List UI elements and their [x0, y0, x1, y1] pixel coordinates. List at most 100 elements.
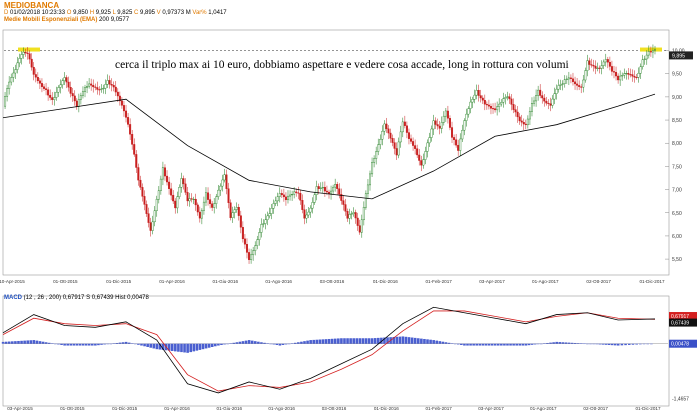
- hist-value-box: [669, 339, 697, 348]
- macd-hist-bar: [115, 342, 119, 344]
- macd-hist-bar: [87, 343, 91, 346]
- macd-hist-bar: [54, 343, 57, 345]
- price-ytick-label: 9,00: [672, 95, 682, 101]
- macd-hist-bar: [598, 343, 602, 345]
- macd-hist-bar: [490, 343, 494, 346]
- candle-body: [127, 117, 130, 125]
- candle-body: [57, 87, 60, 93]
- candle-body: [600, 65, 603, 69]
- macd-hist-bar: [161, 343, 165, 350]
- macd-hist-bar: [318, 339, 322, 344]
- price-xtick-label: 01-Dic-2015: [106, 279, 131, 284]
- candle-body: [55, 91, 58, 98]
- macd-hist-bar: [204, 343, 208, 349]
- macd-hist-bar: [515, 343, 519, 346]
- macd-hist-bar: [500, 343, 503, 346]
- candle-body: [612, 71, 615, 73]
- candle-body: [393, 142, 396, 149]
- candle-body: [448, 118, 451, 128]
- candle-body: [338, 188, 341, 195]
- macd-hist-bar: [1, 341, 5, 344]
- macd-hist-bar: [444, 342, 448, 344]
- price-ytick-label: 7,50: [672, 164, 682, 170]
- candle-body: [555, 88, 558, 94]
- macd-hist-bar: [106, 343, 109, 345]
- candle-body: [122, 105, 125, 112]
- macd-hist-bar: [481, 343, 485, 346]
- candle-body: [104, 84, 107, 89]
- candle-body: [604, 59, 607, 63]
- macd-hist-bar: [201, 343, 205, 350]
- candle-body: [120, 100, 123, 106]
- macd-hist-bar: [287, 343, 291, 345]
- macd-hist-bar: [306, 340, 309, 344]
- candle-body: [387, 128, 390, 134]
- candle-body: [592, 65, 595, 67]
- macd-hist-bar: [109, 343, 113, 345]
- macd-hist-bar: [207, 343, 211, 348]
- candle-body: [178, 187, 181, 197]
- candle-body: [217, 189, 220, 197]
- candle-body: [317, 186, 320, 189]
- candle-body: [391, 138, 394, 143]
- macd-hist-bar: [576, 343, 580, 344]
- macd-hist-bar: [607, 343, 611, 345]
- candle-body: [88, 83, 91, 87]
- candle-body: [598, 67, 601, 69]
- candle-body: [289, 194, 292, 197]
- macd-hist-bar: [484, 343, 488, 346]
- candle-body: [537, 89, 540, 96]
- candle-body: [114, 86, 117, 93]
- macd-hist-bar: [586, 343, 589, 345]
- macd-hist-bar: [570, 342, 574, 344]
- macd-hist-bar: [7, 341, 11, 344]
- candle-body: [434, 120, 437, 125]
- macd-hist-bar: [137, 343, 140, 345]
- price-xtick-label: 02-Ott-2017: [586, 279, 611, 284]
- candle-body: [508, 96, 511, 100]
- candle-body: [139, 179, 142, 188]
- candle-body: [455, 139, 458, 146]
- candle-body: [459, 138, 462, 151]
- macd-hist-bar: [561, 342, 565, 344]
- macd-hist-bar: [127, 342, 131, 344]
- candle-body: [535, 95, 538, 102]
- quote-open: 9,850: [73, 10, 89, 16]
- macd-hist-bar: [549, 342, 552, 344]
- candle-body: [225, 174, 228, 189]
- quote-time: 10:23:33: [41, 10, 66, 16]
- candle-body: [250, 254, 253, 260]
- candle-body: [360, 219, 363, 233]
- macd-hist-bar: [527, 343, 531, 346]
- macd-xtick-label: 01-Ago-2017: [530, 406, 557, 411]
- macd-hist-bar: [555, 341, 558, 344]
- candle-body: [631, 74, 634, 77]
- signal-value-box: [669, 318, 697, 327]
- candle-body: [358, 225, 361, 233]
- candle-body: [71, 93, 74, 97]
- candle-body: [51, 97, 54, 100]
- macd-hist-bar: [238, 341, 242, 344]
- candle-body: [539, 89, 542, 96]
- macd-hist-bar: [509, 343, 512, 346]
- candle-body: [166, 175, 169, 183]
- macd-hist-bar: [90, 343, 94, 346]
- macd-hist-bar: [543, 343, 546, 344]
- resistance-marker: [18, 47, 40, 52]
- candle-body: [323, 186, 326, 192]
- candle-body: [157, 190, 160, 200]
- macd-hist-bar: [100, 343, 103, 345]
- candle-body: [276, 196, 279, 202]
- macd-hist-bar: [241, 341, 245, 344]
- candle-body: [494, 108, 497, 111]
- candle-body: [293, 191, 296, 195]
- candle-body: [22, 51, 25, 55]
- candle-body: [65, 77, 68, 83]
- candle-body: [651, 50, 654, 53]
- macd-xtick-label: 03-Ott-2016: [322, 406, 347, 411]
- candle-body: [284, 196, 287, 201]
- macd-hist-bar: [23, 340, 26, 344]
- macd-hist-bar: [75, 343, 79, 346]
- candle-body: [418, 154, 421, 161]
- macd-value-box: [669, 312, 697, 321]
